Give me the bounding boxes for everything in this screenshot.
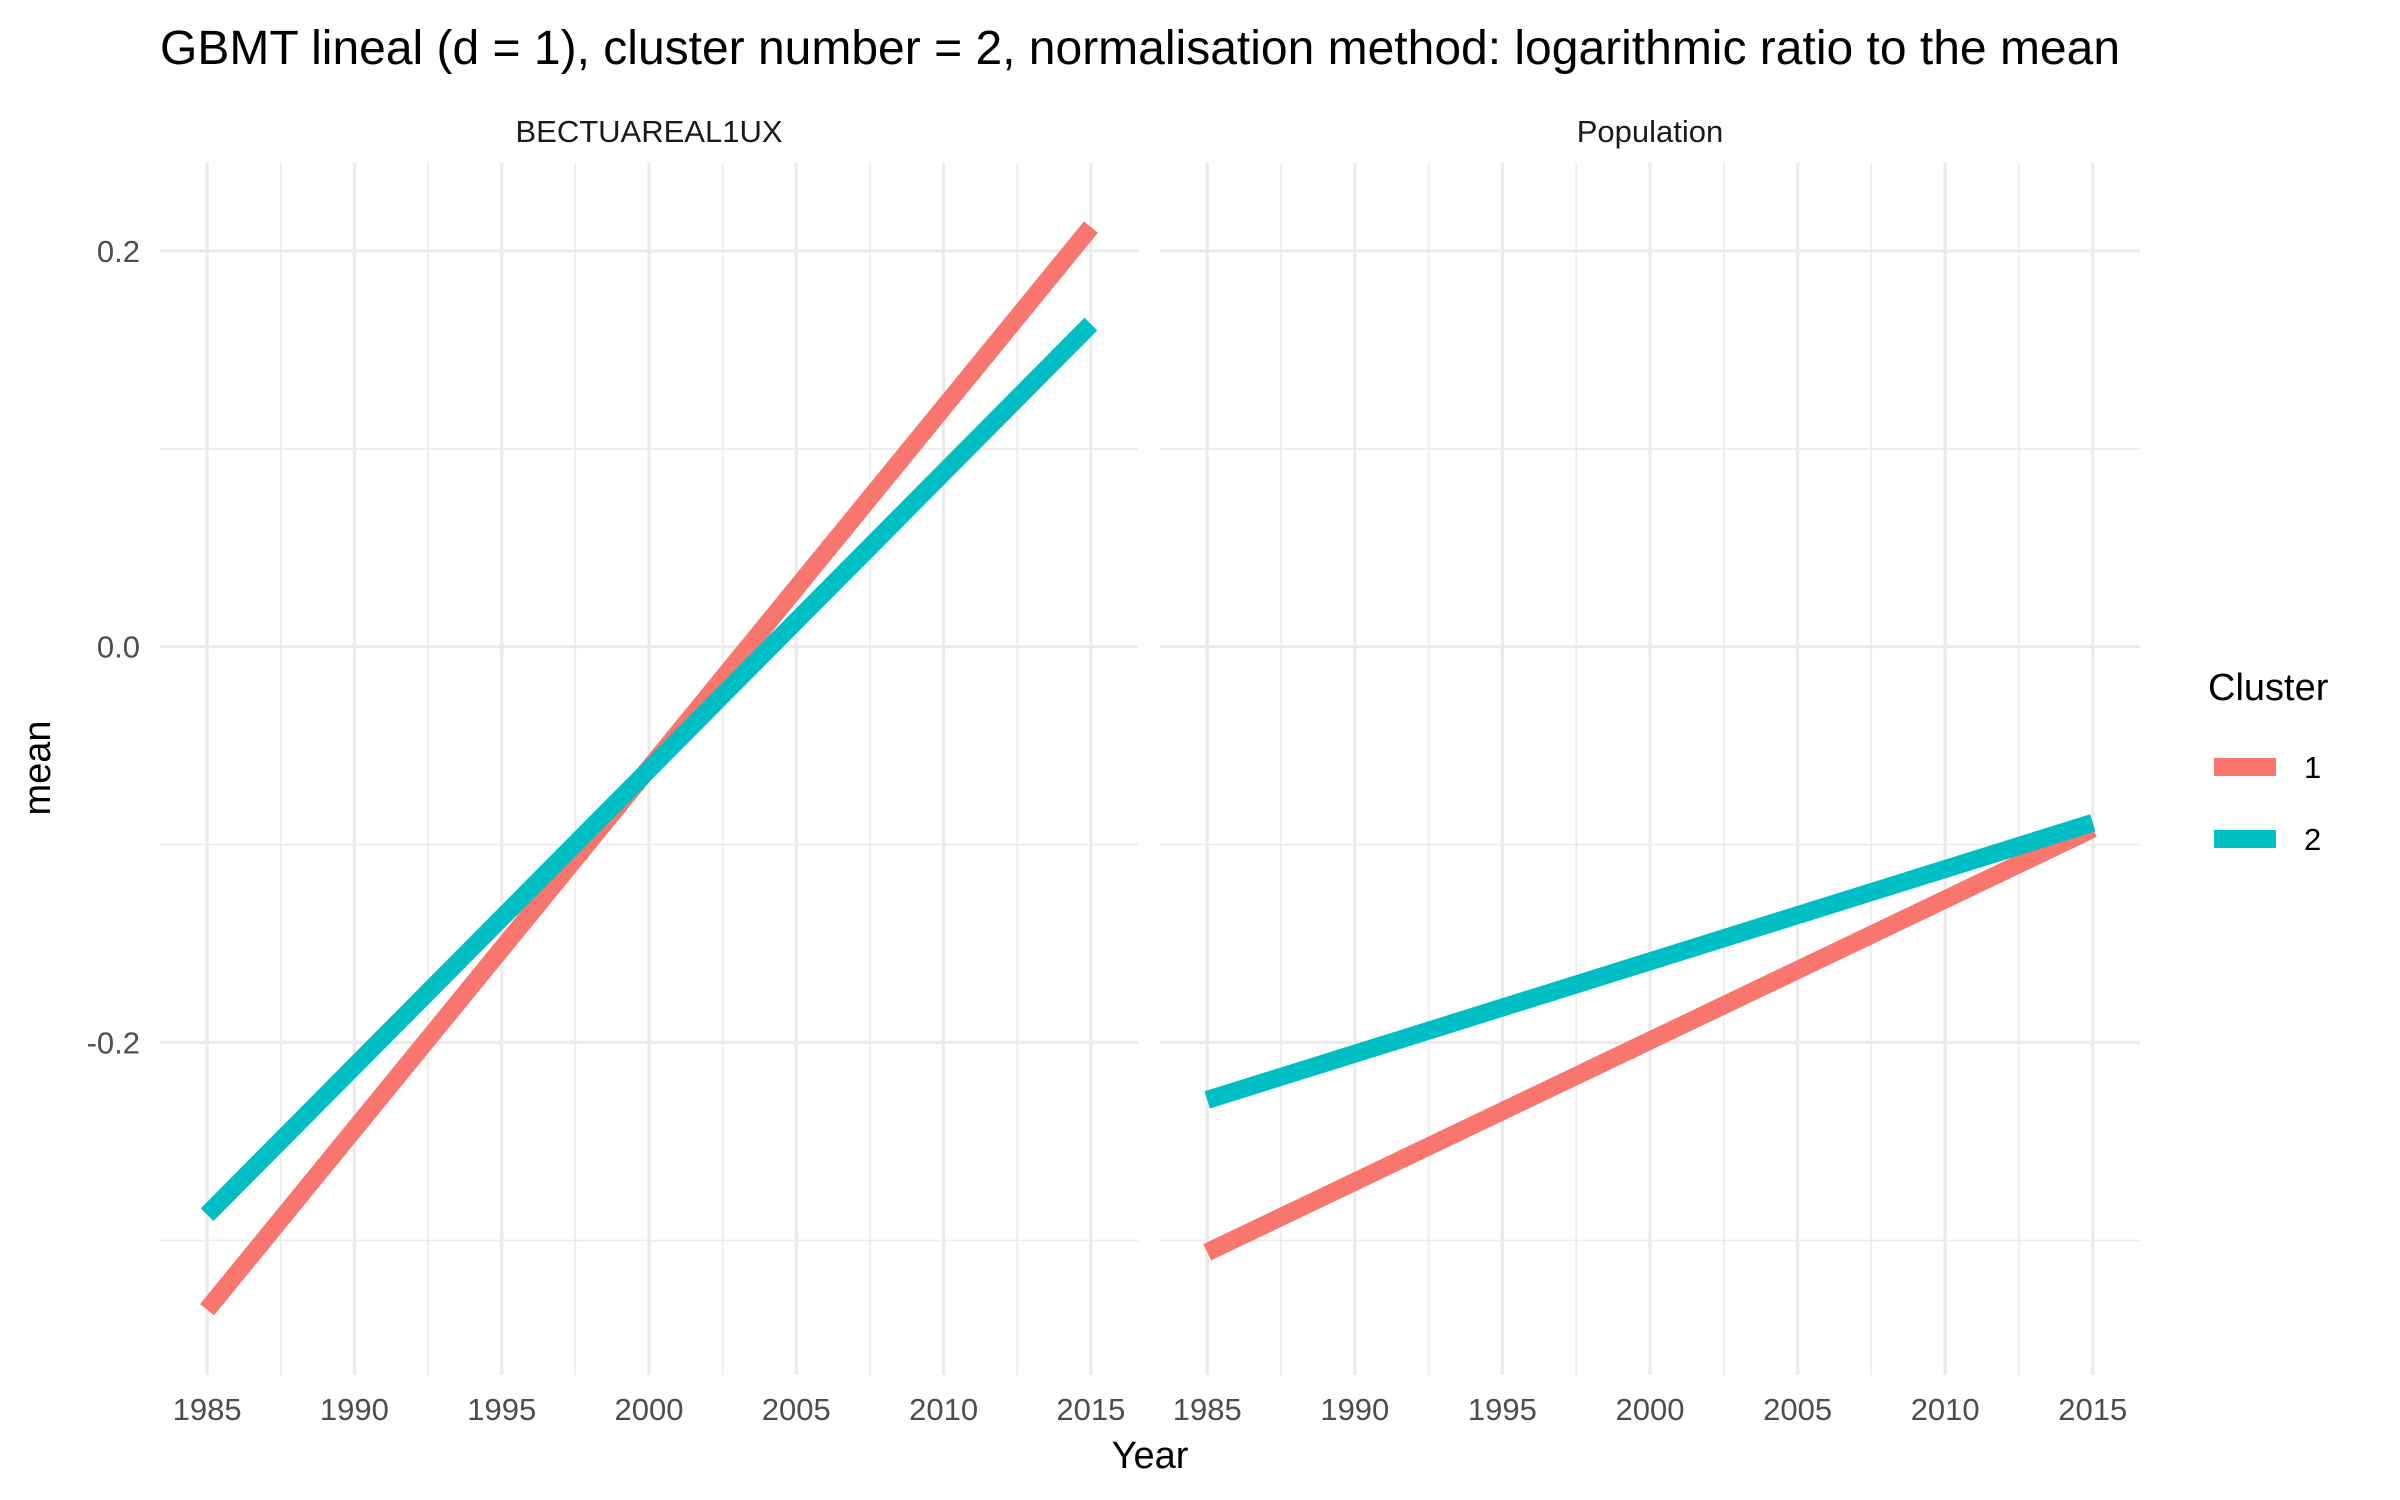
series-line-cluster-2 [200,317,1098,1222]
legend-items: 12 [2214,750,2321,857]
x-tick-label: 1990 [1320,1392,1389,1427]
x-tick-label: 1985 [173,1392,242,1427]
facet-panels: BECTUAREAL1UX 1985 1990 1995 2000 2005 2010 201… [87,114,2140,1427]
x-axis-title: Year [1112,1435,1189,1477]
y-tick-label: 0.2 [97,234,140,269]
facet-strip-label: BECTUAREAL1UX [515,114,782,149]
chart-title: GBMT lineal (d = 1), cluster number = 2,… [160,22,2120,75]
facet-panel-2: Population 1985 1990 1995 2000 2005 2010 2015 [1160,114,2140,1427]
legend-title: Cluster [2208,667,2329,709]
y-tick-label: 0.0 [97,630,140,665]
x-tick-label: 1985 [1173,1392,1242,1427]
legend-label-cluster-2: 2 [2304,822,2321,857]
x-tick-label: 1995 [467,1392,536,1427]
x-tick-label: 2010 [1911,1392,1980,1427]
x-tick-label: 1995 [1468,1392,1537,1427]
x-tick-label: 2000 [615,1392,684,1427]
x-tick-label: 1990 [320,1392,389,1427]
series-line-cluster-1 [1203,820,2097,1261]
y-tick-label: -0.2 [87,1026,140,1061]
x-tick-label: 2005 [1763,1392,1832,1427]
facet-panel-1: BECTUAREAL1UX 1985 1990 1995 2000 2005 2010 201… [87,114,1138,1427]
series-line-cluster-2 [1204,814,2096,1109]
legend-label-cluster-1: 1 [2304,750,2321,785]
x-tick-label: 2015 [1056,1392,1125,1427]
x-tick-label: 2015 [2058,1392,2127,1427]
x-tick-label: 2005 [762,1392,831,1427]
x-tick-label: 2010 [909,1392,978,1427]
y-axis-title: mean [17,720,59,815]
legend: Cluster 12 [2208,667,2329,857]
x-tick-label: 2000 [1616,1392,1685,1427]
facet-strip-label: Population [1577,114,1724,149]
